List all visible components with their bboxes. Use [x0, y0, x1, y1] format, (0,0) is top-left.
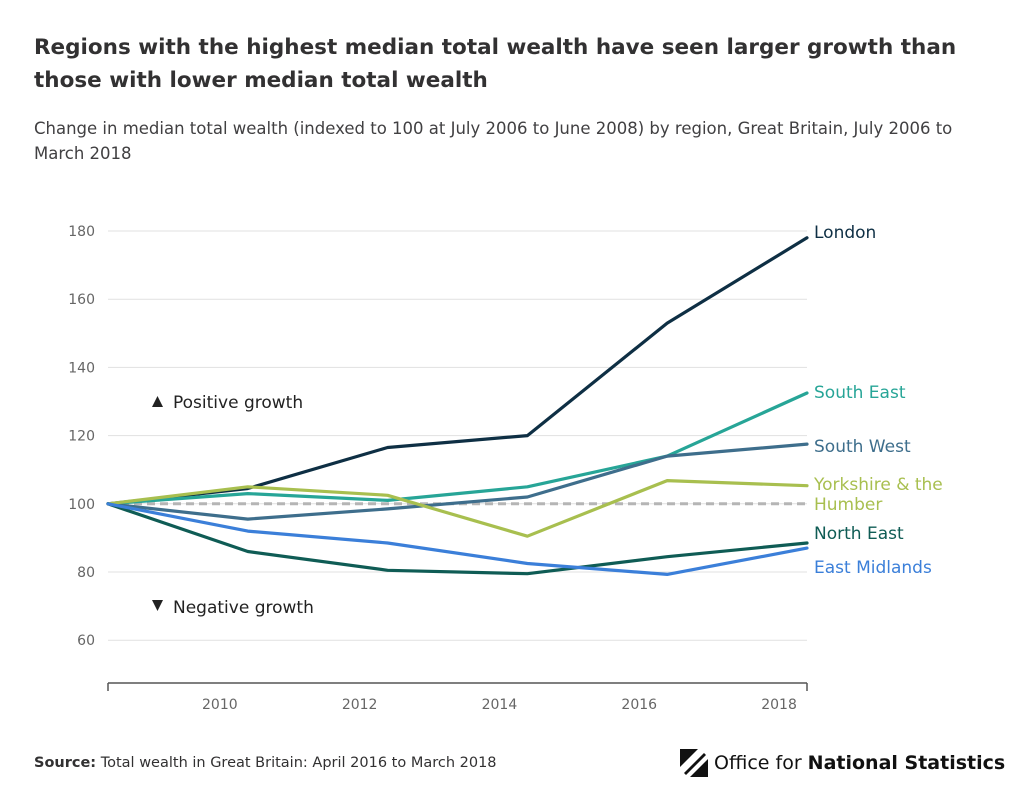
line-chart: 60 80 100 120 140 160 180 2010 2012 2014 2016 2018…	[68, 223, 943, 713]
y-tick-label: 120	[68, 429, 95, 445]
series-label: Yorkshire & the Humber	[813, 475, 943, 515]
positive-growth-label: Positive growth	[173, 393, 303, 413]
series-label: London	[814, 223, 876, 243]
ons-logo-icon	[680, 749, 708, 777]
x-tick-label: 2012	[342, 697, 378, 713]
series-label: North East	[814, 524, 904, 544]
up-triangle-icon	[152, 396, 163, 407]
series-lines	[106, 236, 809, 576]
source-text: Total wealth in Great Britain: April 201…	[96, 755, 497, 771]
chart-subtitle: Change in median total wealth (indexed t…	[34, 119, 953, 163]
down-triangle-icon	[152, 600, 163, 611]
series-line	[106, 479, 809, 538]
annotations: Positive growth Negative growth	[152, 393, 314, 618]
gridlines	[108, 230, 807, 641]
negative-growth-label: Negative growth	[173, 598, 314, 618]
series-labels: London South East South West Yorkshire & th…	[813, 223, 943, 578]
series-line	[106, 236, 809, 506]
ons-logo-text: Office for National Statistics	[714, 752, 1006, 774]
source-label: Source:	[34, 755, 97, 771]
series-label-line: Humber	[814, 495, 882, 515]
source-note: Source: Total wealth in Great Britain: A…	[34, 755, 497, 771]
series-label: South West	[814, 437, 911, 457]
chart-title: Regions with the highest median total we…	[34, 35, 957, 93]
x-tick-label: 2014	[482, 697, 518, 713]
x-axis: 2010 2012 2014 2016 2018	[107, 682, 808, 713]
series-label: South East	[814, 383, 906, 403]
series-line	[106, 502, 809, 576]
series-label-line: Yorkshire & the	[813, 475, 943, 495]
series-label: East Midlands	[814, 558, 932, 578]
series-line	[106, 442, 809, 521]
y-tick-label: 160	[68, 292, 95, 308]
y-tick-label: 60	[77, 633, 95, 649]
x-tick-label: 2018	[761, 697, 797, 713]
y-axis-ticks: 60 80 100 120 140 160 180	[68, 224, 95, 649]
y-tick-label: 140	[68, 360, 95, 376]
series-line	[106, 391, 809, 506]
y-tick-label: 80	[77, 565, 95, 581]
y-tick-label: 100	[68, 497, 95, 513]
y-tick-label: 180	[68, 224, 95, 240]
x-tick-label: 2010	[202, 697, 238, 713]
x-tick-label: 2016	[621, 697, 657, 713]
series-line	[106, 502, 809, 576]
ons-logo: Office for National Statistics	[680, 748, 1005, 778]
